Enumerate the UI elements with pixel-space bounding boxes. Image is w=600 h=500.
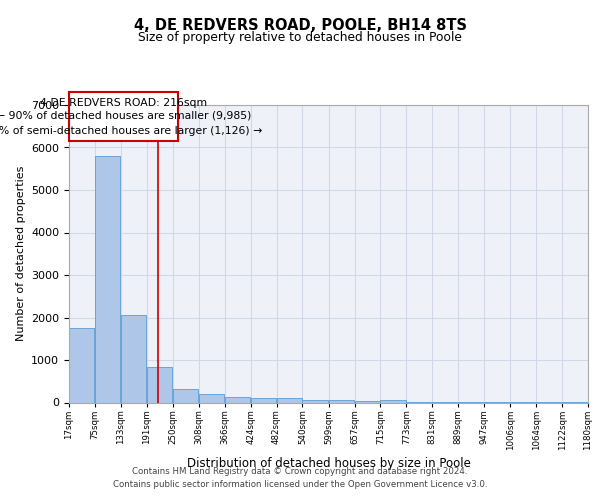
Text: Contains public sector information licensed under the Open Government Licence v3: Contains public sector information licen… bbox=[113, 480, 487, 489]
Bar bbox=[121, 316, 146, 402]
Bar bbox=[95, 156, 120, 402]
Text: 4, DE REDVERS ROAD, POOLE, BH14 8TS: 4, DE REDVERS ROAD, POOLE, BH14 8TS bbox=[133, 18, 467, 32]
Bar bbox=[380, 400, 406, 402]
Bar bbox=[277, 398, 302, 402]
Text: 10% of semi-detached houses are larger (1,126) →: 10% of semi-detached houses are larger (… bbox=[0, 126, 262, 136]
FancyBboxPatch shape bbox=[69, 92, 178, 141]
X-axis label: Distribution of detached houses by size in Poole: Distribution of detached houses by size … bbox=[187, 457, 470, 470]
Bar bbox=[251, 398, 276, 402]
Bar bbox=[329, 400, 354, 402]
Bar bbox=[146, 368, 172, 402]
Y-axis label: Number of detached properties: Number of detached properties bbox=[16, 166, 26, 342]
Bar bbox=[355, 400, 380, 402]
Bar bbox=[69, 328, 94, 402]
Bar bbox=[225, 398, 250, 402]
Bar bbox=[199, 394, 224, 402]
Text: Contains HM Land Registry data © Crown copyright and database right 2024.: Contains HM Land Registry data © Crown c… bbox=[132, 467, 468, 476]
Text: ← 90% of detached houses are smaller (9,985): ← 90% of detached houses are smaller (9,… bbox=[0, 110, 251, 120]
Text: 4 DE REDVERS ROAD: 216sqm: 4 DE REDVERS ROAD: 216sqm bbox=[40, 98, 207, 108]
Text: Size of property relative to detached houses in Poole: Size of property relative to detached ho… bbox=[138, 31, 462, 44]
Bar bbox=[173, 388, 198, 402]
Bar bbox=[302, 400, 328, 402]
